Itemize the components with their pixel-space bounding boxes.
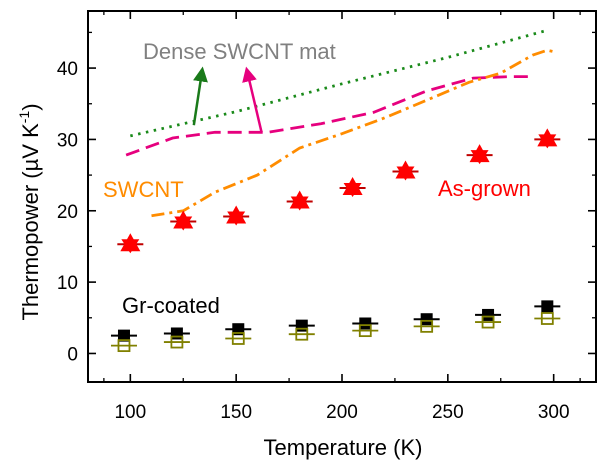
gr-coated-marker: [359, 317, 372, 330]
open-square-point: [475, 315, 502, 329]
gr-coated-point: [413, 313, 440, 326]
open-square-point: [352, 324, 379, 338]
gr-coated-marker: [420, 313, 433, 326]
y-tick-label: 30: [57, 130, 78, 151]
gr-coated-point: [475, 308, 502, 321]
annotations: Dense SWCNT mat SWCNT As-grown Gr-coated: [103, 39, 531, 318]
y-axis-title-unit: V K: [18, 123, 43, 159]
as-grown-marker-down: [396, 166, 415, 181]
x-tick-label: 300: [538, 402, 570, 423]
gr-coated-point: [352, 317, 379, 330]
x-tick-label: 200: [326, 402, 358, 423]
y-axis-title-mu: µ: [18, 158, 43, 171]
as-grown-point: [466, 144, 493, 165]
as-grown-marker-down: [538, 134, 557, 149]
gr-coated-point: [110, 329, 137, 342]
annotation-as-grown: As-grown: [438, 176, 531, 201]
gr-coated-point: [288, 319, 315, 332]
as-grown-marker-down: [470, 150, 489, 165]
series-dense-swcnt-mat-line: [129, 28, 548, 138]
magenta-arrow: [242, 66, 263, 133]
y-axis-title: Thermopower (µV K-1): [16, 103, 43, 320]
as-grown-point: [223, 205, 250, 226]
y-axis-title-exponent: -1: [16, 111, 32, 124]
gr-coated-marker: [170, 327, 183, 340]
gr-coated-point: [534, 300, 561, 313]
x-tick-label: 250: [432, 402, 464, 423]
data-series: [110, 28, 561, 353]
y-tick-label: 0: [67, 344, 78, 365]
y-tick-label: 20: [57, 202, 78, 223]
x-tick-label: 100: [114, 402, 146, 423]
annotation-dense-swcnt-mat: Dense SWCNT mat: [143, 39, 336, 64]
annotation-swcnt: SWCNT: [103, 177, 184, 202]
open-square-point: [225, 332, 252, 345]
open-square-marker: [358, 324, 372, 338]
gr-coated-point: [163, 327, 190, 340]
open-square-point: [163, 335, 190, 349]
x-axis-title: Temperature (K): [264, 435, 423, 460]
as-grown-marker-down: [290, 196, 309, 211]
open-square-point: [288, 327, 315, 341]
y-axis-title-main: Thermopower (: [18, 171, 43, 321]
annotation-gr-coated: Gr-coated: [122, 293, 220, 318]
x-tick-label: 150: [220, 402, 252, 423]
open-square-marker: [117, 339, 131, 353]
open-square-marker: [231, 332, 245, 345]
open-square-marker: [420, 319, 434, 333]
open-square-marker: [170, 335, 184, 349]
green-arrow: [192, 66, 208, 126]
gr-coated-marker: [117, 329, 130, 342]
axes: 100 150 200 250 300 0 10 20 30 40: [57, 10, 597, 423]
as-grown-marker-down: [174, 216, 193, 231]
as-grown-point: [392, 160, 419, 181]
open-square-point: [413, 319, 440, 333]
gr-coated-marker: [295, 319, 308, 332]
open-square-point: [534, 312, 561, 325]
as-grown-point: [339, 176, 366, 197]
y-tick-label: 10: [57, 273, 78, 294]
series-dashed-line: [125, 75, 533, 157]
open-square-marker: [540, 312, 554, 325]
gr-coated-marker: [482, 308, 495, 321]
as-grown-marker-down: [343, 182, 362, 197]
as-grown-marker-down: [227, 211, 246, 226]
y-axis-title-close: ): [18, 103, 43, 110]
gr-coated-marker: [541, 300, 554, 313]
as-grown-marker-down: [121, 239, 140, 254]
y-tick-label: 40: [57, 59, 78, 80]
as-grown-point: [286, 190, 313, 211]
open-square-point: [110, 339, 137, 353]
open-square-marker: [481, 315, 495, 329]
series-swcnt-line: [151, 48, 555, 218]
open-square-marker: [295, 327, 309, 341]
as-grown-point: [117, 233, 144, 254]
as-grown-point: [534, 128, 561, 149]
as-grown-point: [170, 210, 197, 231]
